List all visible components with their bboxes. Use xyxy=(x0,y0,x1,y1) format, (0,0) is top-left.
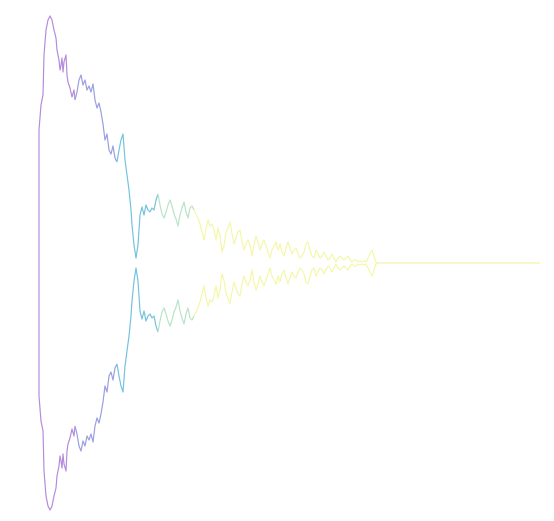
upper-segment-1 xyxy=(38,15,76,263)
upper-segment-2 xyxy=(74,74,118,163)
lower-segment-4 xyxy=(157,299,195,333)
upper-segment-5 xyxy=(193,209,379,264)
lower-segment-3 xyxy=(116,267,159,393)
lower-segment-1 xyxy=(38,263,76,511)
lower-segment-5 xyxy=(193,262,379,317)
upper-segment-4 xyxy=(157,193,195,227)
lower-segment-2 xyxy=(74,363,118,452)
upper-segment-3 xyxy=(116,133,159,259)
